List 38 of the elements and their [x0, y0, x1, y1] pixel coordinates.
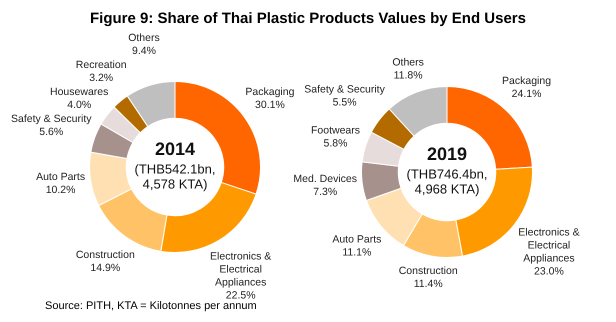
data-label: 14.9%	[90, 262, 120, 274]
slice-label: Others	[128, 32, 160, 44]
data-label: 5.8%	[324, 138, 348, 150]
data-label: 11.4%	[414, 278, 443, 290]
slice-label: Packaging	[245, 86, 295, 98]
slice-label: Auto Parts	[36, 171, 86, 184]
caption: Figure 9: Share of Thai Plastic Products Values by End Users	[89, 10, 527, 27]
data-label: 5.5%	[332, 96, 357, 108]
data-label: 30.1%	[255, 99, 285, 112]
slice-label: Packaging	[502, 75, 552, 88]
data-label: 22.5%	[226, 290, 256, 302]
data-label: 23.0%	[534, 266, 564, 278]
source-note: Source: PITH, KTA = Kilotonnes per annum	[45, 300, 257, 312]
slice-label: Recreation	[76, 59, 127, 72]
slice-label: Housewares	[50, 86, 108, 98]
slice-label: Med. Devices	[293, 172, 358, 185]
slice-label: Construction	[76, 248, 135, 261]
data-label: 3.2%	[89, 72, 114, 84]
data-label: 24.1%	[512, 88, 542, 100]
text: (THB542.1bn, 4,578 KTA)	[134, 162, 216, 192]
slice-label: Electronics & Electrical Appliances	[210, 250, 272, 289]
data-label: 7.3%	[313, 186, 338, 198]
slice-label: Footwears	[310, 124, 360, 137]
slice-label: Safety & Security	[10, 113, 92, 126]
slice-label: Safety & Security	[304, 83, 386, 96]
slice-label: Others	[392, 56, 424, 68]
data-label: 5.6%	[39, 126, 64, 138]
slice-label: Auto Parts	[332, 233, 382, 246]
data-label: 4.0%	[67, 99, 92, 112]
slice-label: Construction	[398, 265, 458, 278]
text: (THB746.4bn, 4,968 KTA)	[406, 166, 488, 197]
data-label: 11.1%	[342, 246, 372, 258]
slice-label: Electronics & Electrical Appliances	[518, 226, 580, 264]
data-label: 11.8%	[394, 69, 423, 82]
data-label: 9.4%	[132, 45, 156, 58]
data-label: 10.2%	[46, 184, 76, 196]
text: 2019	[426, 144, 468, 164]
text: 2014	[154, 138, 196, 159]
